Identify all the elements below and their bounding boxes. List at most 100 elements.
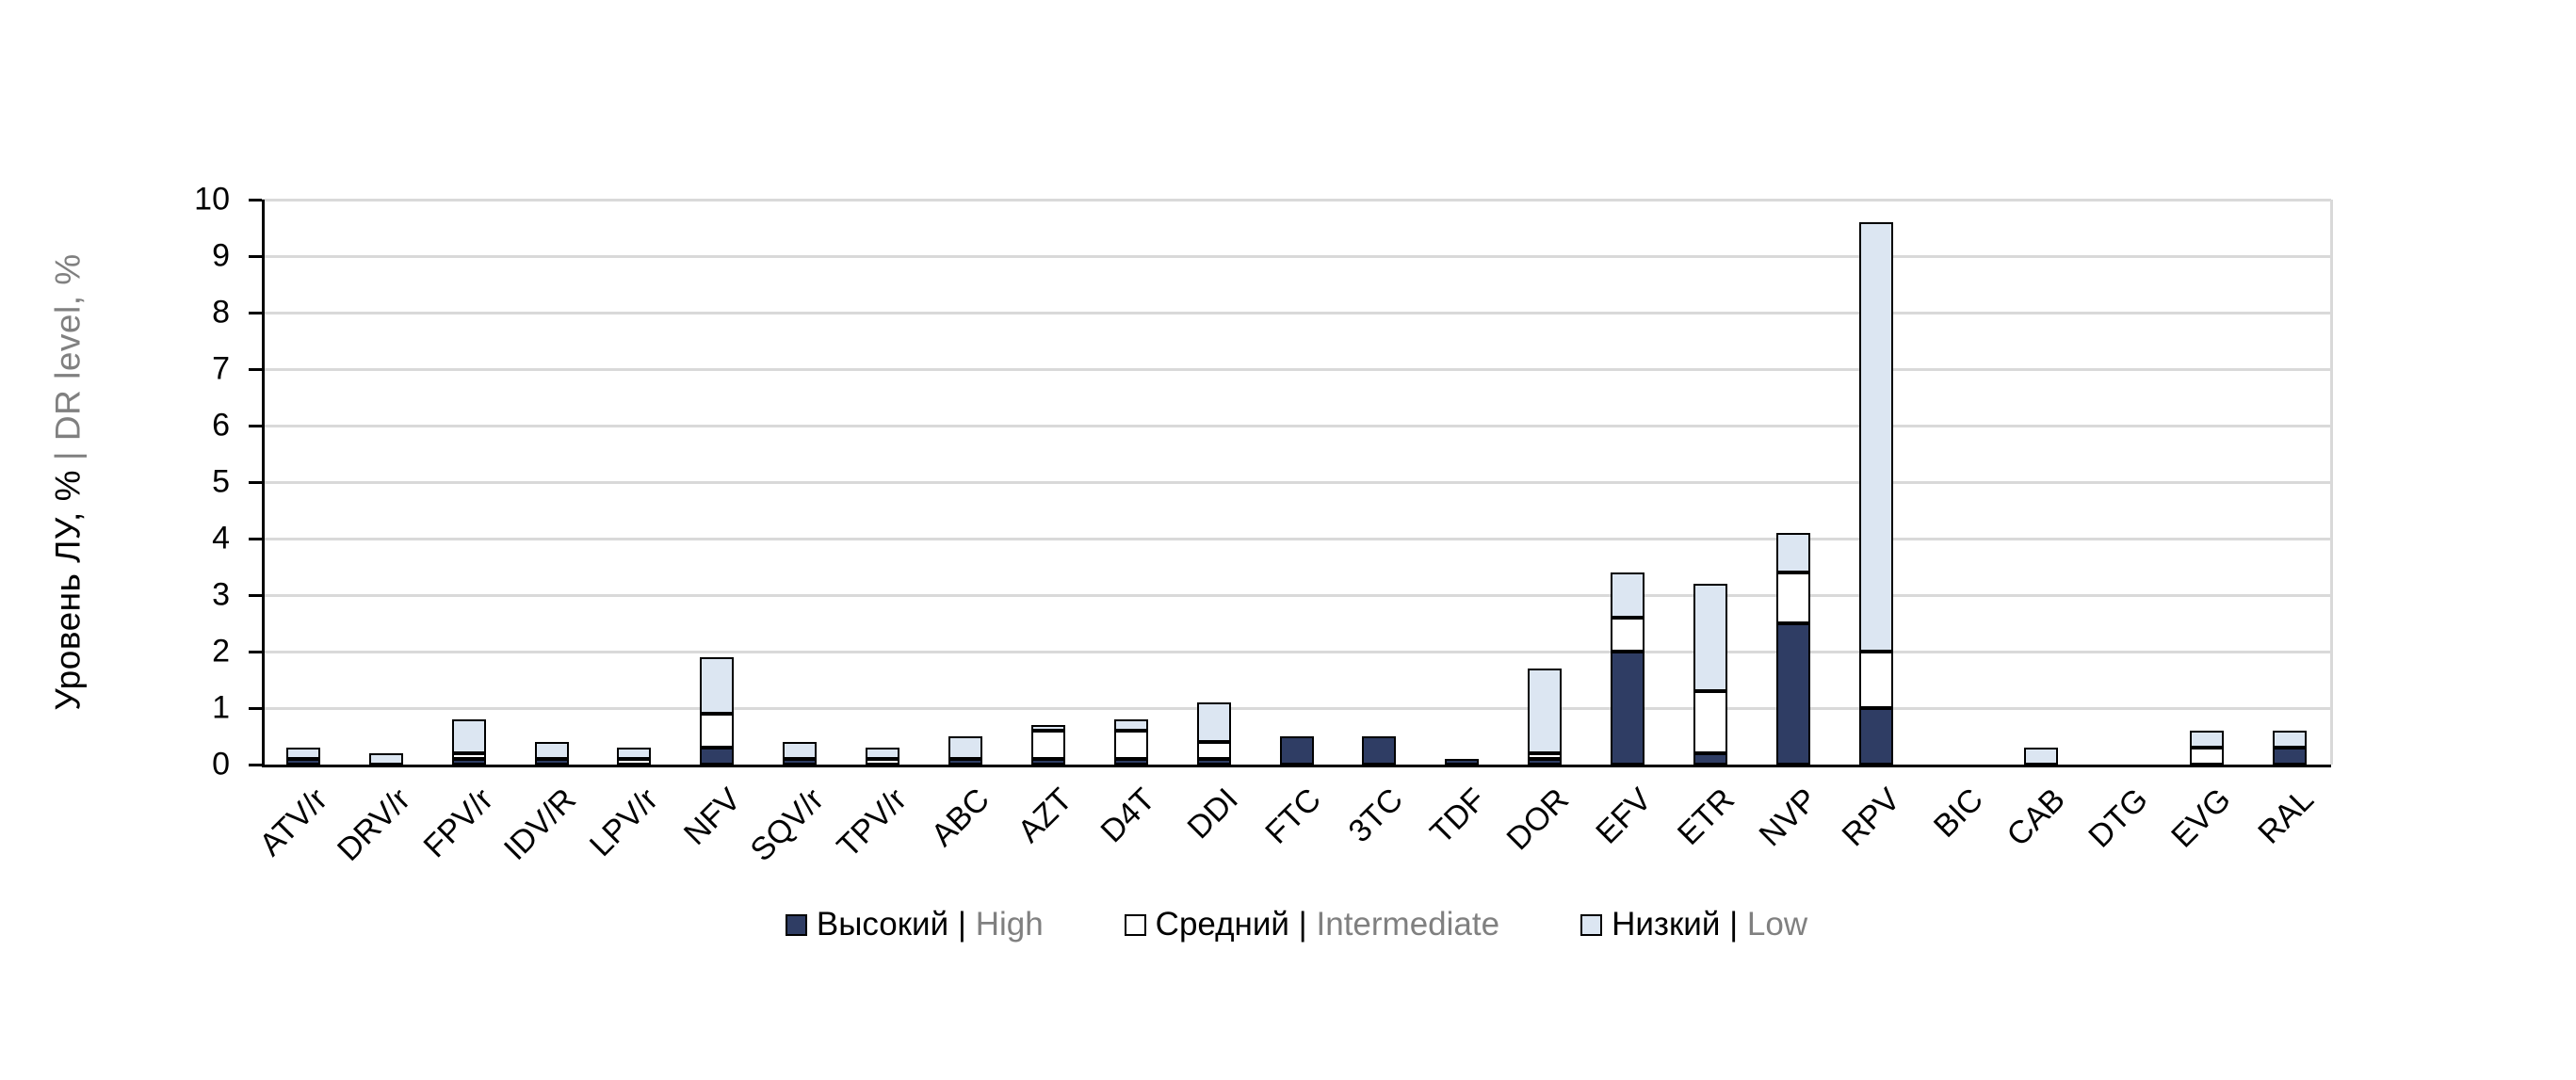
- bar-segment-high: [1030, 759, 1065, 765]
- x-axis-label: DDI: [1180, 782, 1245, 846]
- bar-segment-intermediate: [617, 759, 652, 765]
- y-axis: [262, 200, 265, 767]
- bar-segment-high: [783, 759, 818, 765]
- bar-segment-low: [451, 719, 486, 753]
- legend-swatch-low: [1580, 913, 1603, 936]
- plot-right-border: [2329, 200, 2333, 765]
- legend-label-intermediate: Средний | Intermediate: [1156, 906, 1499, 943]
- x-axis-label: FTC: [1257, 782, 1328, 851]
- y-axis-tick-label: 1: [212, 689, 230, 726]
- legend-label-gray: Intermediate: [1316, 906, 1500, 943]
- legend: Высокий | High Средний | Intermediate Низк…: [262, 906, 2331, 943]
- legend-label-gray: High: [975, 906, 1044, 943]
- y-axis-tick: [249, 254, 262, 258]
- gridline: [262, 367, 2331, 371]
- bar-segment-high: [534, 759, 569, 765]
- y-axis-tick-label: 9: [212, 237, 230, 274]
- bar-segment-high: [1693, 753, 1727, 765]
- bar-segment-intermediate: [1196, 742, 1231, 759]
- x-axis-label: NVP: [1752, 782, 1824, 854]
- x-axis-label: FPV/r: [416, 782, 500, 865]
- legend-label-black: Высокий |: [816, 906, 976, 943]
- gridline: [262, 254, 2331, 258]
- y-axis-tick: [249, 706, 262, 710]
- legend-label-black: Низкий |: [1612, 906, 1747, 943]
- x-axis-label: CAB: [2000, 782, 2073, 854]
- legend-label-low: Низкий | Low: [1612, 906, 1807, 943]
- y-axis-tick: [249, 480, 262, 484]
- gridline: [262, 706, 2331, 710]
- x-axis-label: SQV/r: [743, 782, 832, 869]
- y-axis-tick: [249, 424, 262, 427]
- x-axis-label: LPV/r: [583, 782, 666, 864]
- gridline: [262, 311, 2331, 314]
- legend-swatch-intermediate: [1124, 913, 1146, 936]
- bar-segment-high: [1858, 708, 1893, 765]
- x-axis-label: IDV/R: [496, 782, 583, 867]
- x-axis-label: EFV: [1589, 782, 1659, 851]
- bar-segment-intermediate: [866, 759, 900, 765]
- bar-segment-high: [1196, 759, 1231, 765]
- legend-item-low: Низкий | Low: [1580, 906, 1807, 943]
- gridline: [262, 650, 2331, 653]
- bar-segment-low: [617, 748, 652, 759]
- y-axis-tick: [249, 650, 262, 653]
- bar-segment-low: [285, 748, 320, 759]
- bar-segment-intermediate: [1528, 753, 1563, 759]
- bar-segment-low: [1528, 669, 1563, 753]
- x-axis-label: 3TC: [1341, 782, 1411, 850]
- bar-segment-high: [1279, 736, 1314, 765]
- x-axis-label: TPV/r: [830, 782, 914, 865]
- x-axis-label: AZT: [1011, 782, 1079, 850]
- x-axis-label: DRV/r: [330, 782, 417, 868]
- legend-item-high: Высокий | High: [785, 906, 1044, 943]
- y-axis-tick-label: 10: [194, 181, 230, 218]
- x-axis-label: TDF: [1423, 782, 1494, 851]
- legend-item-intermediate: Средний | Intermediate: [1124, 906, 1499, 943]
- x-axis-label: RPV: [1835, 782, 1907, 854]
- y-axis-tick: [249, 763, 262, 766]
- gridline: [262, 537, 2331, 540]
- bar-segment-high: [2273, 748, 2308, 765]
- bar-segment-high: [1775, 623, 1810, 765]
- x-axis-label: ATV/r: [252, 782, 334, 863]
- bar-segment-high: [451, 759, 486, 765]
- x-axis-label: ETR: [1670, 782, 1742, 852]
- y-axis-tick: [249, 198, 262, 201]
- bar-segment-high: [1611, 652, 1645, 765]
- bar-segment-high: [1528, 759, 1563, 765]
- x-axis-label: BIC: [1926, 782, 1990, 845]
- x-axis-label: DOR: [1499, 782, 1576, 858]
- y-axis-tick: [249, 311, 262, 314]
- gridline: [262, 424, 2331, 427]
- bar-segment-low: [2190, 731, 2225, 748]
- y-axis-tick: [249, 537, 262, 540]
- gridline: [262, 593, 2331, 597]
- legend-label-high: Высокий | High: [817, 906, 1044, 943]
- bar-segment-low: [1693, 584, 1727, 691]
- y-axis-tick-label: 2: [212, 633, 230, 669]
- bar-segment-intermediate: [1858, 652, 1893, 708]
- bar-segment-low: [1775, 533, 1810, 572]
- bar-segment-low: [866, 748, 900, 759]
- bar-segment-low: [534, 742, 569, 759]
- y-axis-tick-label: 6: [212, 407, 230, 443]
- bar-segment-low: [783, 742, 818, 759]
- x-axis-label: EVG: [2164, 782, 2239, 855]
- bar-segment-high: [1113, 759, 1148, 765]
- legend-swatch-high: [785, 913, 807, 936]
- gridline: [262, 480, 2331, 484]
- bar-segment-intermediate: [451, 753, 486, 759]
- x-axis-label: NFV: [677, 782, 749, 852]
- bar-segment-low: [948, 736, 982, 759]
- bar-segment-low: [700, 657, 735, 714]
- bar-segment-high: [1362, 736, 1397, 765]
- bar-segment-low: [1030, 725, 1065, 731]
- legend-label-gray: Low: [1746, 906, 1808, 943]
- bar-segment-intermediate: [1030, 731, 1065, 759]
- x-axis-label: DTG: [2082, 782, 2156, 855]
- legend-label-black: Средний |: [1155, 906, 1317, 943]
- y-axis-tick-label: 7: [212, 350, 230, 387]
